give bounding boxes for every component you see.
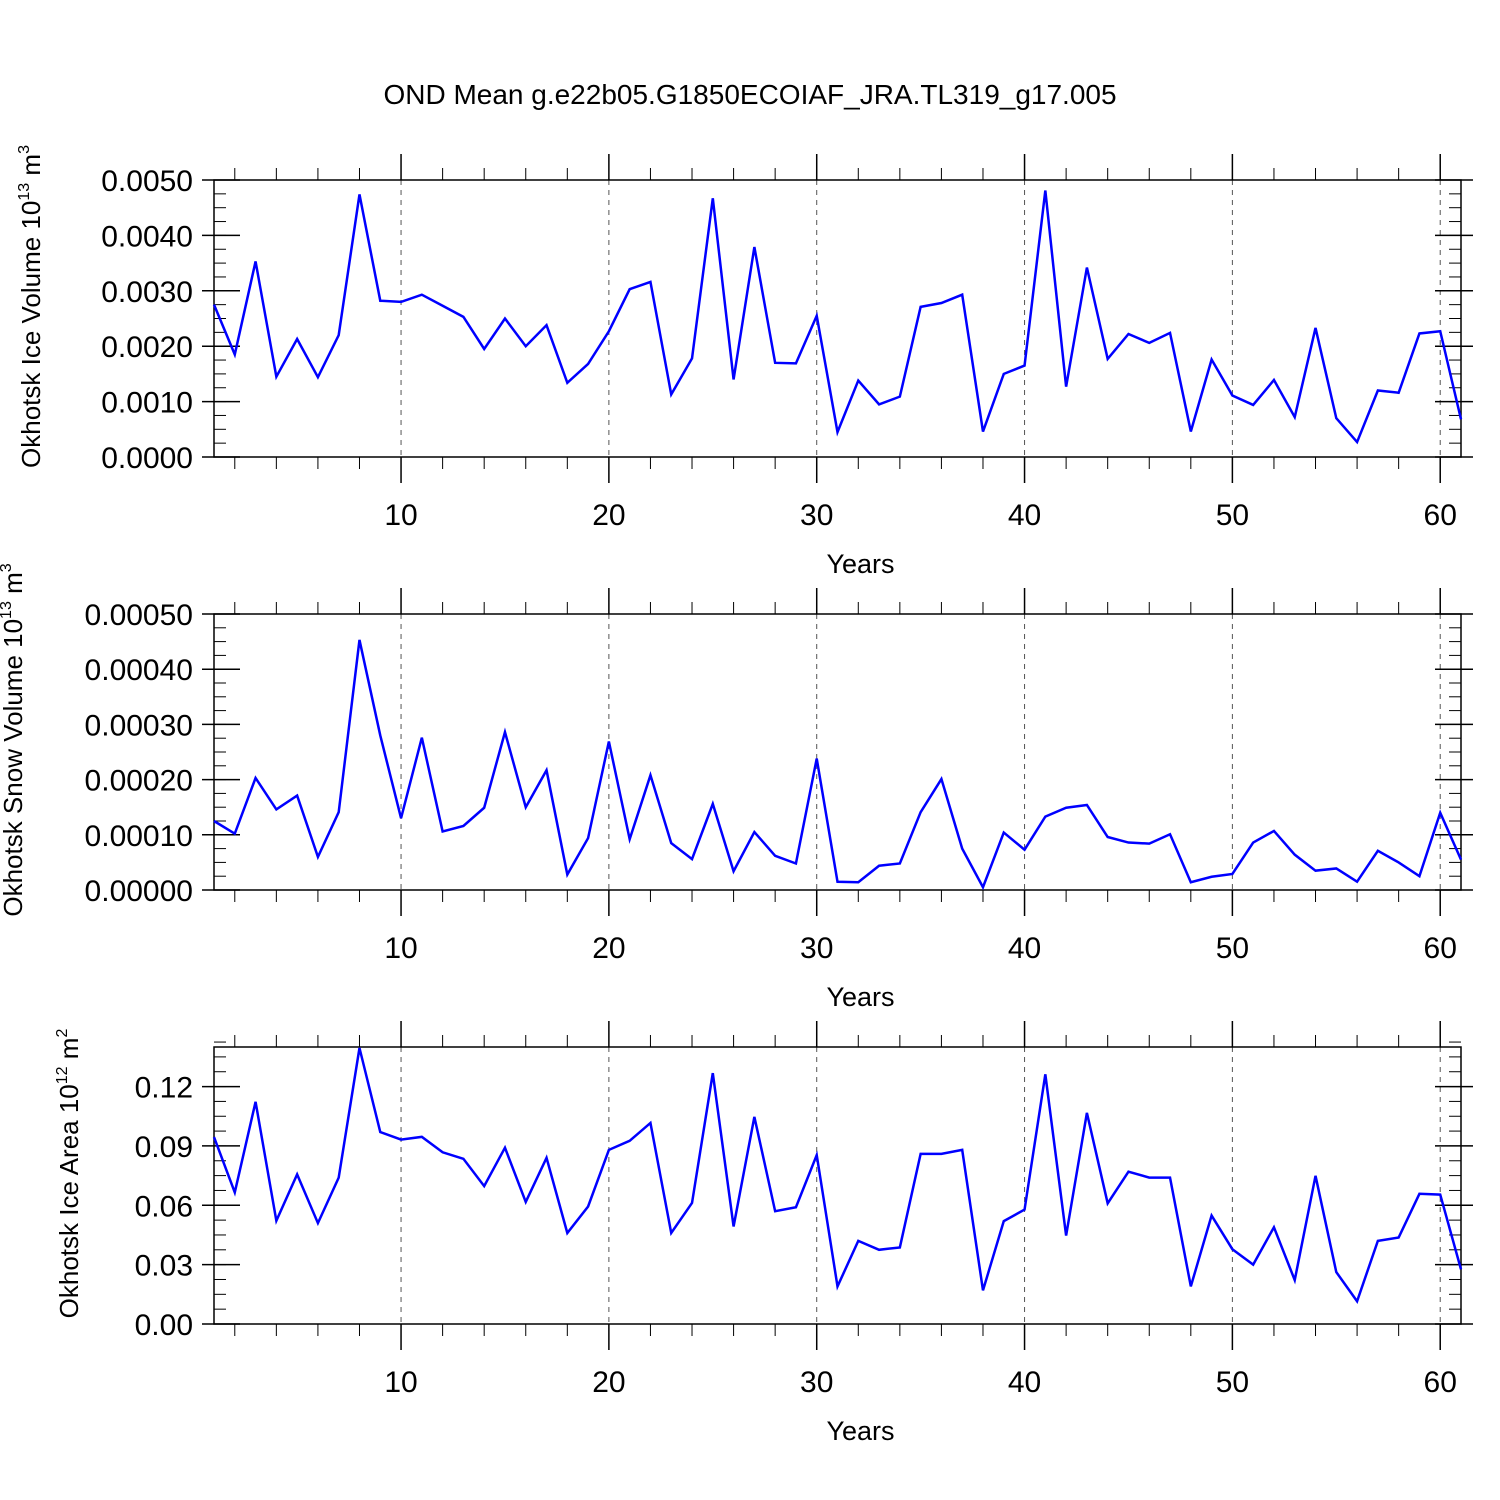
y-tick-label: 0.0020	[101, 331, 193, 364]
y-tick-label: 0.12	[135, 1072, 193, 1105]
ice-area-panel: 10 20 30 40 50 60 0.00 0.03 0.06 0.09 0.12 Years Okh…	[54, 1021, 1473, 1446]
y-tick-label: 0.06	[135, 1190, 193, 1223]
x-tick-label: 50	[1216, 1366, 1249, 1399]
y-axis-label: Okhotsk Snow Volume 1013 m3	[0, 563, 28, 916]
y-tick-label: 0.00000	[85, 875, 193, 908]
y-tick-label: 0.00	[135, 1309, 193, 1342]
x-axis-label: Years	[826, 1416, 894, 1446]
plot-frame	[213, 1046, 1462, 1325]
x-tick-label: 10	[384, 499, 417, 532]
chart-title: OND Mean g.e22b05.G1850ECOIAF_JRA.TL319_…	[383, 79, 1116, 110]
y-tick-label: 0.0040	[101, 220, 193, 253]
y-tick-label: 0.00030	[85, 709, 193, 742]
y-tick-label: 0.00040	[85, 654, 193, 687]
y-axis-label: Okhotsk Ice Area 1012 m2	[54, 1029, 84, 1319]
x-tick-label: 60	[1424, 1366, 1457, 1399]
x-tick-label: 20	[592, 499, 625, 532]
ice-volume-panel: 10 20 30 40 50 60 0.0000 0.0010 0.0020 0.0030 0.00…	[16, 145, 1473, 579]
x-tick-label: 10	[384, 1366, 417, 1399]
y-tick-label: 0.0030	[101, 276, 193, 309]
x-tick-label: 10	[384, 932, 417, 965]
x-axis-label: Years	[826, 549, 894, 579]
y-tick-label: 0.03	[135, 1250, 193, 1283]
plot-frame	[213, 179, 1462, 458]
x-tick-label: 60	[1424, 499, 1457, 532]
x-tick-label: 50	[1216, 499, 1249, 532]
x-tick-label: 40	[1008, 932, 1041, 965]
x-tick-label: 30	[800, 1366, 833, 1399]
x-tick-label: 30	[800, 499, 833, 532]
plot-frame	[213, 613, 1462, 891]
x-tick-label: 30	[800, 932, 833, 965]
x-tick-label: 40	[1008, 1366, 1041, 1399]
snow-volume-panel: 10 20 30 40 50 60 0.00000 0.00010 0.00020 0.00030…	[0, 563, 1473, 1012]
y-tick-label: 0.0000	[101, 442, 193, 475]
x-axis-label: Years	[826, 982, 894, 1012]
x-tick-label: 50	[1216, 932, 1249, 965]
series-line	[212, 1047, 1463, 1304]
y-tick-label: 0.00010	[85, 820, 193, 853]
y-tick-label: 0.09	[135, 1131, 193, 1164]
x-tick-label: 20	[592, 1366, 625, 1399]
x-tick-label: 20	[592, 932, 625, 965]
y-tick-label: 0.00020	[85, 765, 193, 798]
y-tick-label: 0.0010	[101, 387, 193, 420]
y-tick-label: 0.00050	[85, 599, 193, 632]
y-tick-label: 0.0050	[101, 165, 193, 198]
x-tick-label: 40	[1008, 499, 1041, 532]
y-axis-label: Okhotsk Ice Volume 1013 m3	[16, 145, 46, 468]
x-tick-label: 60	[1424, 932, 1457, 965]
